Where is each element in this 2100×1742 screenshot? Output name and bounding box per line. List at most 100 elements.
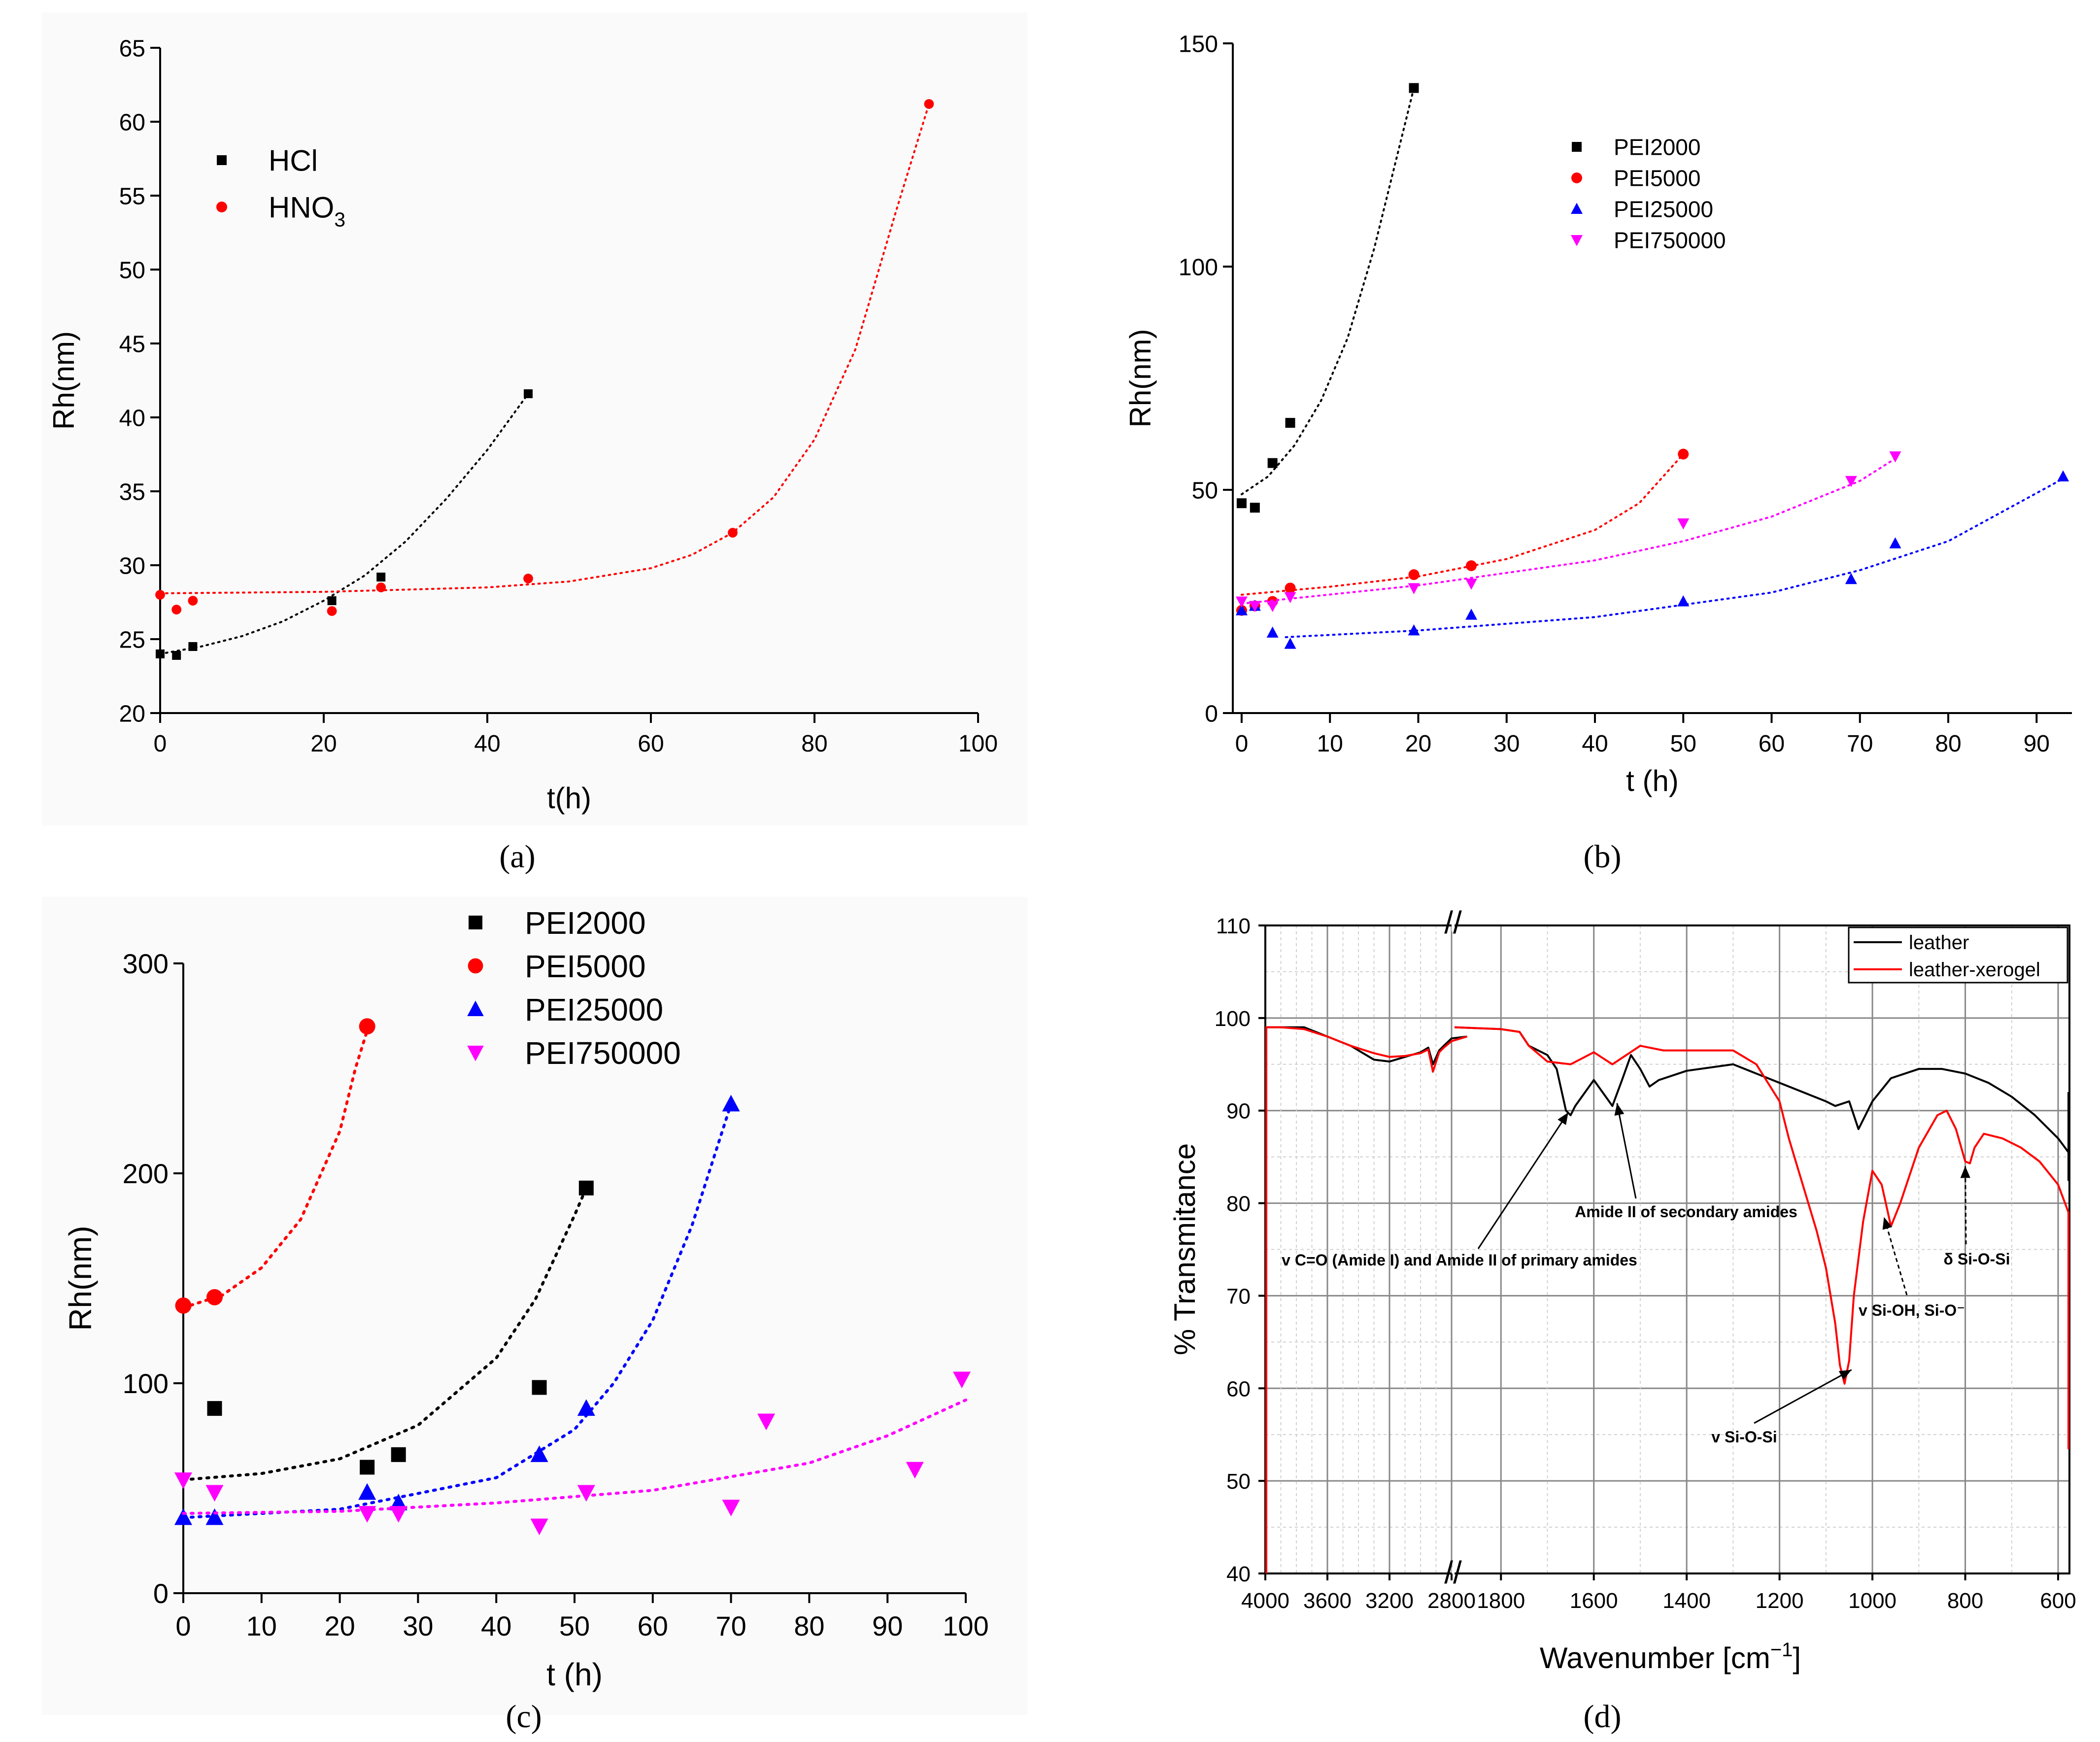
panel-b-x-tick-label: 10 — [1317, 731, 1343, 757]
panel-c-point-pei25000 — [174, 1508, 192, 1525]
panel-d-x-tick-label: 1000 — [1848, 1589, 1897, 1613]
panel-b-legend-marker-pei750000 — [1571, 235, 1583, 246]
panel-a-point-hno3 — [155, 590, 165, 600]
panel-a-point-hno3 — [188, 596, 198, 606]
panel-a-legend-label-hno3: HNO3 — [269, 191, 345, 231]
panel-c-point-pei750000 — [205, 1485, 224, 1502]
panel-a-x-tick-label: 100 — [958, 731, 998, 757]
panel-c-point-pei25000 — [530, 1445, 548, 1462]
panel-b-point-pei25000 — [1284, 638, 1296, 649]
panel-c-point-pei750000 — [358, 1506, 376, 1523]
panel-a-point-hcl — [376, 573, 386, 581]
panel-a-x-tick-label: 40 — [474, 731, 500, 757]
panel-d-axis-break-gap — [1452, 1568, 1455, 1579]
panel-b-x-tick-label: 50 — [1670, 731, 1696, 757]
panel-d-legend-label-0: leather — [1909, 932, 1969, 954]
panel-b-background — [1118, 12, 2084, 825]
panel-b-x-tick-label: 40 — [1582, 731, 1608, 757]
panel-c-x-tick-label: 0 — [175, 1610, 191, 1641]
panel-a-point-hno3 — [171, 605, 182, 615]
panel-b-x-tick-label: 30 — [1493, 731, 1520, 757]
panel-d-spectrum-leather-right — [1454, 1026, 2069, 1181]
panel-b-point-pei5000 — [1678, 448, 1689, 460]
panel-c-point-pei5000 — [359, 1018, 375, 1035]
panel-c-point-pei750000 — [389, 1506, 407, 1523]
panel-c-x-tick-label: 50 — [559, 1610, 590, 1641]
caption-b: (b) — [1584, 839, 1622, 875]
panel-b-x-tick-label: 90 — [2024, 731, 2050, 757]
panel-b-fit-pei5000 — [1240, 453, 1685, 596]
panel-b-legend-marker-pei5000 — [1571, 172, 1582, 183]
panel-c-point-pei2000 — [360, 1460, 375, 1475]
panel-c-x-axis-label: t (h) — [546, 1657, 603, 1692]
panel-c-x-tick-label: 70 — [715, 1610, 746, 1641]
panel-d-annotation-arrow-0 — [1616, 1103, 1637, 1199]
panel-b-point-pei750000 — [1889, 451, 1901, 463]
panel-c-legend-marker-pei5000 — [468, 958, 483, 974]
panel-d-y-tick-label: 50 — [1226, 1469, 1251, 1494]
panel-b-point-pei2000 — [1285, 418, 1295, 428]
panel-c-point-pei750000 — [906, 1462, 924, 1479]
panel-d-y-tick-label: 70 — [1226, 1284, 1251, 1308]
panel-c-legend-label-pei2000: PEI2000 — [525, 905, 646, 941]
caption-c: (c) — [506, 1699, 542, 1735]
panel-a-point-hno3 — [327, 606, 337, 616]
panel-c-point-pei2000 — [578, 1180, 594, 1195]
panel-a-y-tick-label: 30 — [119, 553, 145, 579]
panel-b-point-pei25000 — [1677, 595, 1690, 607]
panel-c-point-pei750000 — [722, 1500, 740, 1517]
panel-a-x-axis-label: t(h) — [547, 782, 591, 815]
panel-d-annotation-2: δ Si-O-Si — [1944, 1250, 2010, 1268]
panel-b-point-pei5000 — [1466, 560, 1477, 572]
panel-c-legend-marker-pei25000 — [467, 1000, 484, 1016]
panel-b-point-pei2000 — [1236, 498, 1247, 509]
panel-d-x-tick-label: 1400 — [1662, 1589, 1711, 1613]
panel-c-point-pei25000 — [205, 1508, 224, 1525]
panel-d-y-tick-label: 80 — [1226, 1192, 1251, 1216]
panel-a-fit-hno3 — [159, 103, 930, 594]
panel-b-point-pei750000 — [1845, 476, 1857, 487]
panel-d-annotation-arrow-2-head — [1960, 1166, 1970, 1178]
panel-b-x-axis-label: t (h) — [1626, 764, 1679, 797]
panel-a-x-tick-label: 0 — [154, 731, 167, 757]
panel-a-legend-label-hcl: HCl — [269, 144, 318, 177]
panel-c-x-tick-label: 80 — [794, 1610, 824, 1641]
panel-c-point-pei750000 — [530, 1518, 548, 1536]
panel-a-y-tick-label: 25 — [119, 627, 145, 653]
panel-a-y-tick-label: 20 — [119, 701, 145, 727]
panel-d-annotation-4: v Si-O-Si — [1711, 1428, 1777, 1446]
panel-d-annotation-arrow-3-head — [1882, 1217, 1893, 1230]
panel-b-point-pei2000 — [1267, 458, 1278, 468]
panel-a-y-tick-label: 50 — [119, 257, 145, 283]
panel-d-axis-break-bottom: // — [1444, 1555, 1462, 1590]
panel-c-x-tick-label: 60 — [638, 1610, 668, 1641]
panel-b-point-pei750000 — [1408, 583, 1420, 594]
panel-c-point-pei25000 — [577, 1399, 595, 1416]
panel-b-legend-label-pei2000: PEI2000 — [1614, 135, 1700, 160]
panel-d-legend-label-1: leather-xerogel — [1909, 959, 2040, 981]
panel-b-y-tick-label: 50 — [1192, 478, 1218, 504]
panel-c-x-tick-label: 100 — [943, 1610, 988, 1641]
panel-b-x-tick-label: 80 — [1935, 731, 1961, 757]
panel-a-legend-marker-hcl — [217, 155, 227, 165]
panel-b-point-pei25000 — [2057, 470, 2069, 481]
panel-b-legend-marker-pei25000 — [1571, 203, 1583, 214]
panel-a-x-tick-label: 60 — [638, 731, 664, 757]
panel-d-legend-box — [1848, 926, 2068, 984]
panel-c-fit-pei750000 — [182, 1399, 967, 1515]
panel-b-point-pei25000 — [1266, 626, 1279, 638]
panel-d-x-tick-label: 800 — [1947, 1589, 1983, 1613]
panel-b-x-tick-label: 0 — [1235, 731, 1249, 757]
panel-b-y-tick-label: 0 — [1205, 701, 1218, 727]
panel-c-x-tick-label: 10 — [246, 1610, 277, 1641]
panel-b-y-tick-label: 150 — [1179, 31, 1218, 57]
panel-d-x-tick-label: 1200 — [1756, 1589, 1804, 1613]
panel-d-axis-break-gap — [1452, 920, 1455, 931]
panel-b-point-pei750000 — [1235, 596, 1248, 608]
panel-a-point-hno3 — [523, 574, 533, 583]
panel-a-background — [42, 12, 1027, 825]
panel-d-y-tick-label: 90 — [1226, 1099, 1251, 1124]
panel-b-point-pei5000 — [1408, 569, 1420, 581]
caption-d: (d) — [1584, 1699, 1622, 1735]
